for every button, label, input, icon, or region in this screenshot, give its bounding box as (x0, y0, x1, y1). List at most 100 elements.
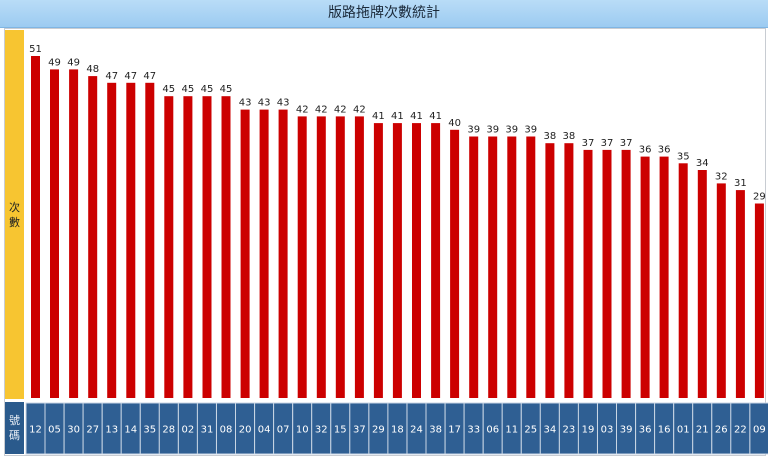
category-label-09: 09 (753, 425, 766, 436)
category-label-15: 15 (334, 425, 347, 436)
category-label-14: 14 (124, 425, 137, 436)
value-label-18: 41 (391, 111, 404, 122)
category-label-28: 28 (162, 425, 175, 436)
value-label-22: 31 (734, 178, 747, 189)
bar-39 (621, 149, 631, 398)
x-axis-label-char-2: 碼 (9, 429, 20, 442)
bar-37 (354, 116, 364, 399)
value-label-14: 47 (124, 71, 137, 82)
bar-21 (697, 170, 707, 398)
category-label-34: 34 (544, 425, 557, 436)
x-axis-label-char-1: 號 (9, 414, 20, 427)
value-label-36: 36 (639, 145, 652, 156)
value-label-39: 37 (620, 138, 633, 149)
bar-19 (583, 149, 593, 398)
bar-33 (469, 136, 479, 398)
category-label-19: 19 (582, 425, 595, 436)
bar-20 (240, 109, 250, 398)
value-label-15: 42 (334, 104, 347, 115)
bar-17 (450, 129, 460, 399)
value-label-32: 42 (315, 104, 328, 115)
category-label-05: 05 (48, 425, 61, 436)
category-label-26: 26 (715, 425, 728, 436)
bar-14 (126, 82, 136, 399)
category-label-31: 31 (201, 425, 214, 436)
y-axis-label-char-1: 次 (9, 200, 20, 214)
chart-title: 版路拖牌次數統計 (0, 0, 768, 28)
category-cell-09 (749, 402, 768, 455)
category-label-20: 20 (239, 425, 252, 436)
y-axis-label-char-2: 數 (9, 215, 20, 229)
value-label-30: 49 (67, 57, 80, 68)
category-label-21: 21 (696, 425, 709, 436)
bar-31 (202, 96, 212, 398)
bar-02 (183, 96, 193, 398)
category-label-27: 27 (86, 425, 99, 436)
value-label-07: 43 (277, 98, 290, 109)
bar-38 (431, 123, 441, 398)
value-label-01: 35 (677, 151, 690, 162)
bar-28 (164, 96, 174, 398)
bar-15 (335, 116, 345, 399)
category-label-17: 17 (448, 425, 461, 436)
category-label-38: 38 (429, 425, 442, 436)
bar-34 (545, 143, 555, 398)
value-label-20: 43 (239, 98, 252, 109)
category-label-10: 10 (296, 425, 309, 436)
value-label-03: 37 (601, 138, 614, 149)
bar-05 (50, 69, 59, 399)
category-label-25: 25 (524, 425, 537, 436)
value-label-37: 42 (353, 104, 366, 115)
bar-30 (69, 69, 79, 399)
value-label-27: 48 (86, 64, 99, 75)
category-label-24: 24 (410, 425, 423, 436)
value-label-24: 41 (410, 111, 423, 122)
value-label-33: 39 (467, 125, 480, 136)
category-label-30: 30 (67, 425, 80, 436)
y-axis-label: 次 數 (5, 30, 24, 399)
category-label-29: 29 (372, 425, 385, 436)
value-label-17: 40 (448, 118, 461, 129)
category-label-08: 08 (220, 425, 233, 436)
category-label-18: 18 (391, 425, 404, 436)
bar-24 (412, 123, 421, 398)
value-label-09: 29 (753, 192, 766, 203)
category-label-37: 37 (353, 425, 366, 436)
category-label-13: 13 (105, 425, 118, 436)
bar-26 (716, 183, 726, 398)
category-label-33: 33 (467, 425, 480, 436)
value-label-12: 51 (29, 44, 42, 55)
category-label-02: 02 (182, 425, 195, 436)
value-label-10: 42 (296, 104, 309, 115)
value-label-34: 38 (544, 131, 557, 142)
bar-09 (754, 203, 764, 398)
category-label-16: 16 (658, 425, 671, 436)
category-label-11: 11 (505, 425, 518, 436)
category-label-03: 03 (601, 425, 614, 436)
bar-22 (735, 190, 745, 398)
bar-32 (316, 116, 326, 399)
x-axis-label: 號 碼 (5, 402, 24, 454)
value-label-38: 41 (429, 111, 442, 122)
value-label-05: 49 (48, 57, 61, 68)
category-label-36: 36 (639, 425, 652, 436)
value-label-23: 38 (563, 131, 576, 142)
category-label-39: 39 (620, 425, 633, 436)
bar-18 (392, 123, 402, 398)
value-label-06: 39 (486, 125, 499, 136)
category-label-35: 35 (143, 425, 156, 436)
category-label-07: 07 (277, 425, 290, 436)
value-label-21: 34 (696, 158, 709, 169)
bar-01 (678, 163, 688, 398)
value-label-31: 45 (201, 84, 214, 95)
value-label-04: 43 (258, 98, 271, 109)
value-label-26: 32 (715, 171, 728, 182)
value-label-28: 45 (162, 84, 175, 95)
bar-16 (659, 156, 669, 398)
value-label-16: 36 (658, 145, 671, 156)
category-label-06: 06 (486, 425, 499, 436)
category-label-22: 22 (734, 425, 747, 436)
value-label-13: 47 (105, 71, 118, 82)
value-label-08: 45 (220, 84, 233, 95)
value-label-25: 39 (524, 125, 537, 136)
